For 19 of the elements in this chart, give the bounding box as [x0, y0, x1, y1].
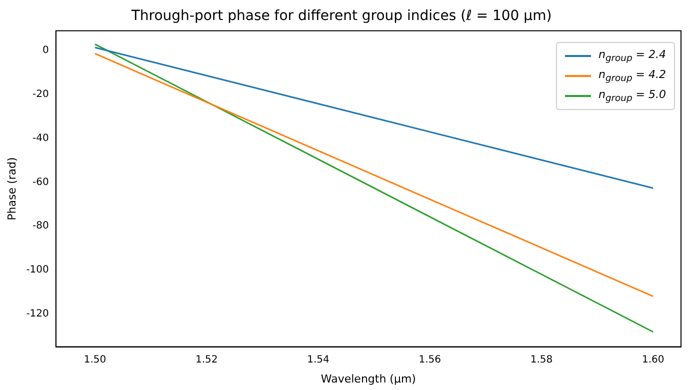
x-tick-label: 1.52: [195, 354, 218, 366]
y-tick-label: -20: [32, 89, 49, 100]
x-axis-title: Wavelength (μm): [320, 372, 416, 386]
legend-label: n$_{group}$ = 2.4: [598, 48, 666, 64]
legend-label: n$_{group}$ = 5.0: [598, 88, 666, 104]
chart-title: Through-port phase for different group indices (ℓ = 100 μm): [130, 8, 552, 24]
y-axis-title: Phase (rad): [5, 157, 18, 220]
x-tick-label: 1.56: [418, 354, 441, 366]
x-tick-label: 1.54: [307, 354, 330, 366]
y-tick-label: -40: [32, 132, 49, 144]
x-tick-label: 1.58: [530, 354, 553, 366]
x-tick-label: 1.50: [84, 354, 106, 366]
y-tick-label: -100: [26, 264, 49, 276]
y-tick-label: 0: [42, 45, 49, 56]
y-tick-label: -120: [26, 308, 49, 320]
y-tick-label: -60: [32, 176, 49, 188]
x-tick-label: 1.60: [642, 354, 664, 366]
legend-label: n$_{group}$ = 4.2: [598, 68, 666, 84]
y-tick-label: -80: [32, 220, 49, 232]
